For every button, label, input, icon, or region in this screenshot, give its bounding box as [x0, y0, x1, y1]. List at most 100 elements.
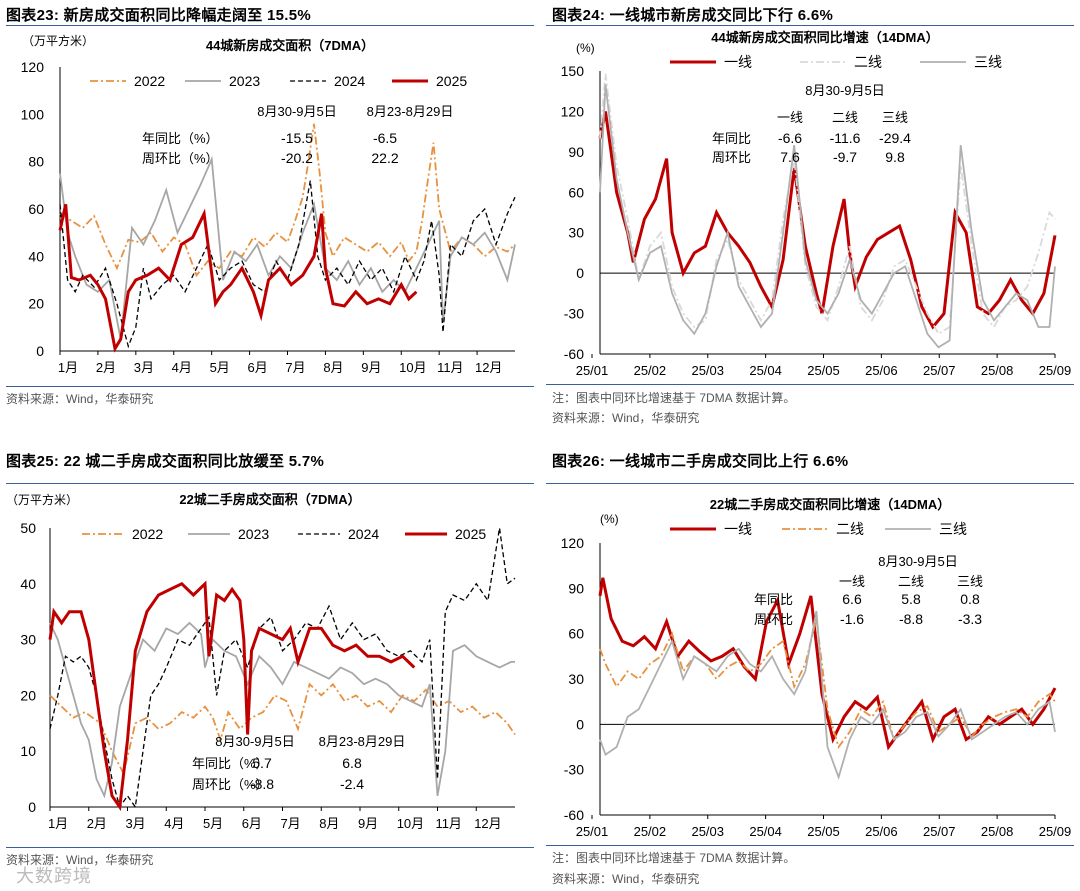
annotation-row-label: 周环比 [754, 612, 793, 627]
y-axis-unit-label: （万平方米） [22, 33, 94, 48]
legend-label: 三线 [939, 521, 967, 537]
x-tick-label: 25/05 [807, 824, 840, 839]
chart-new-home-area-7dma: 44城新房成交面积（7DMA） （万平方米） 0 20 40 60 80 100 120 1月 2月… [21, 33, 516, 375]
annotation-value: 22.2 [371, 150, 398, 166]
panel-tier-new-home-yoy: 图表24: 一线城市新房成交同比下行 6.6% 44城新房成交面积同比增速（14… [540, 0, 1080, 445]
y-tick-label: 80 [28, 154, 44, 170]
x-tick-label: 25/01 [576, 824, 609, 839]
x-tick-label: 7月 [280, 816, 300, 831]
annotation-period-header: 8月30-9月5日 [805, 83, 884, 98]
heading-rule [6, 25, 534, 26]
annotation-row-label: 年同比（%） [142, 131, 219, 146]
annotation-period-header: 8月30-9月5日 [878, 554, 957, 569]
source-note: 资料来源：Wind，华泰研究 [6, 392, 154, 406]
footer-rule [546, 845, 1074, 846]
y-tick-label: 60 [28, 201, 44, 217]
annotation-value: 9.8 [885, 149, 905, 165]
y-tick-label: 0 [36, 343, 44, 359]
y-tick-label: 30 [568, 671, 584, 687]
y-tick-label: 60 [568, 184, 584, 200]
footer-rule [6, 386, 534, 387]
x-tick-label: 25/05 [807, 363, 840, 378]
y-tick-label: -30 [564, 306, 584, 322]
annotation-column-header: 二线 [898, 574, 924, 589]
x-tick-label: 25/06 [865, 363, 898, 378]
panel-heading: 图表25: 22 城二手房成交面积同比放缓至 5.7% [6, 453, 325, 470]
y-tick-label: 30 [568, 225, 584, 241]
series-line-2025 [58, 203, 418, 353]
annotation-value: 5.8 [901, 591, 921, 607]
series-line-2024 [59, 180, 516, 349]
annotation-column-header: 三线 [882, 110, 908, 125]
calc-note: 注：图表中同环比增速基于 7DMA 数据计算。 [552, 851, 796, 865]
legend-label: 2024 [348, 526, 379, 542]
x-tick-label: 11月 [437, 360, 464, 375]
annotation-column-header: 一线 [839, 574, 865, 589]
chart-title: 22城二手房成交面积（7DMA） [179, 492, 360, 507]
y-tick-label: 20 [20, 687, 36, 703]
annotation-column-header: 三线 [957, 574, 983, 589]
watermark-text: 大数跨境 [16, 866, 92, 886]
y-tick-label: 120 [561, 103, 585, 119]
y-tick-label: 60 [568, 626, 584, 642]
series-line-一线 [598, 111, 1057, 330]
x-tick-label: 25/07 [923, 824, 956, 839]
y-tick-label: 120 [561, 535, 585, 551]
y-tick-label: 50 [20, 520, 36, 536]
annotation-value: -8.8 [250, 776, 274, 792]
x-tick-label: 2月 [96, 360, 116, 375]
x-tick-label: 25/04 [749, 363, 782, 378]
x-tick-label: 25/02 [634, 824, 667, 839]
y-tick-label: 0 [576, 716, 584, 732]
annotation-value: 6.8 [342, 755, 362, 771]
chart-title: 22城二手房成交面积同比增速（14DMA） [710, 497, 951, 512]
annotation-row-label: 年同比 [712, 131, 751, 146]
x-tick-label: 25/04 [749, 824, 782, 839]
annotation-value: -2.4 [340, 776, 364, 792]
y-tick-label: 40 [28, 248, 44, 264]
series-line-2022 [49, 682, 516, 777]
annotation-row-label: 年同比 [754, 592, 793, 607]
annotation-value: -8.8 [899, 611, 923, 627]
x-tick-label: 10月 [397, 816, 424, 831]
annotation-value: -6.5 [373, 130, 397, 146]
legend-label: 2023 [238, 526, 269, 542]
y-tick-label: 40 [20, 576, 36, 592]
series-line-2023 [59, 155, 516, 340]
panel-heading: 图表23: 新房成交面积同比降幅走阔至 15.5% [6, 7, 312, 24]
x-tick-label: 25/01 [576, 363, 609, 378]
chart-second-hand-area-7dma: 22城二手房成交面积（7DMA） （万平方米） 0 10 20 30 40 50 1月 2月 3月 4… [6, 492, 516, 831]
source-note: 资料来源：Wind，华泰研究 [552, 411, 700, 425]
footer-rule [546, 384, 1074, 385]
legend-label: 2024 [334, 73, 365, 89]
y-axis-unit-label: （万平方米） [6, 492, 78, 507]
legend-label: 2023 [229, 73, 260, 89]
y-tick-label: 120 [21, 59, 45, 75]
x-tick-label: 25/03 [691, 824, 724, 839]
legend-label: 2022 [132, 526, 163, 542]
annotation-value: -6.6 [778, 130, 802, 146]
y-axis-unit-label: (%) [600, 512, 619, 526]
x-tick-label: 8月 [319, 816, 339, 831]
heading-rule [546, 483, 1074, 484]
annotation-row-label: 周环比 [712, 150, 751, 165]
legend-label: 三线 [974, 54, 1002, 70]
panel-heading: 图表26: 一线城市二手房成交同比上行 6.6% [552, 453, 849, 470]
annotation-period-header: 8月23-8月29日 [367, 104, 454, 119]
series-line-2022 [59, 123, 516, 278]
y-tick-label: 20 [28, 296, 44, 312]
series-line-三线 [599, 84, 1056, 349]
x-tick-label: 6月 [247, 360, 267, 375]
series-line-二线 [599, 618, 1056, 749]
chart-second-hand-yoy-14dma: 22城二手房成交面积同比增速（14DMA） (%) -60 -30 0 30 60 90 120… [561, 497, 1072, 839]
x-tick-label: 9月 [361, 360, 381, 375]
x-tick-label: 3月 [125, 816, 145, 831]
footer-rule [6, 847, 534, 848]
x-tick-label: 3月 [134, 360, 154, 375]
panel-second-hand-sales-area: 图表25: 22 城二手房成交面积同比放缓至 5.7% 22城二手房成交面积（7… [0, 446, 540, 891]
y-tick-label: -60 [564, 807, 584, 823]
y-tick-label: 90 [568, 144, 584, 160]
x-tick-label: 25/06 [865, 824, 898, 839]
annotation-value: -20.2 [281, 150, 313, 166]
x-tick-label: 25/09 [1039, 363, 1072, 378]
